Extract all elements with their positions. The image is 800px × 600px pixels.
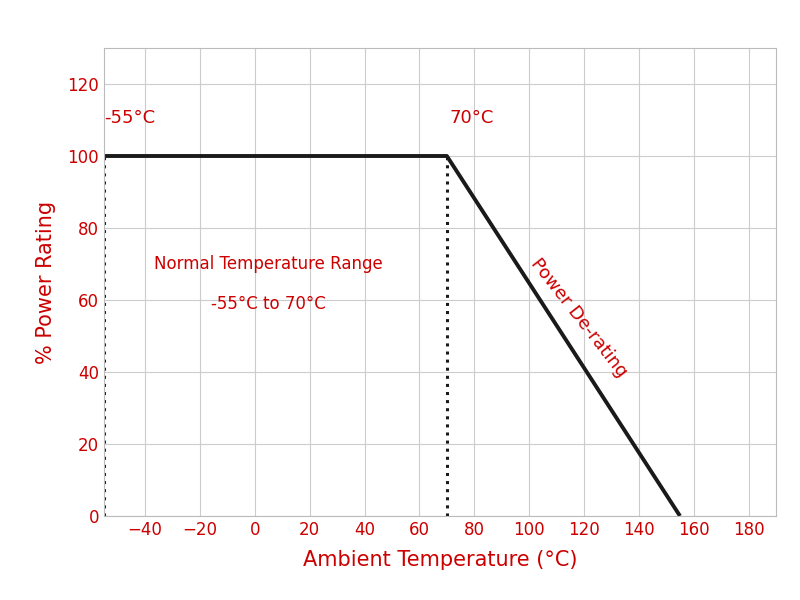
Text: Normal Temperature Range: Normal Temperature Range [154,255,383,273]
Text: -55°C: -55°C [104,109,155,127]
X-axis label: Ambient Temperature (°C): Ambient Temperature (°C) [302,550,578,570]
Text: 70°C: 70°C [450,109,494,127]
Text: Power De-rating: Power De-rating [526,255,630,381]
Y-axis label: % Power Rating: % Power Rating [36,200,56,364]
Text: -55°C to 70°C: -55°C to 70°C [211,295,326,313]
